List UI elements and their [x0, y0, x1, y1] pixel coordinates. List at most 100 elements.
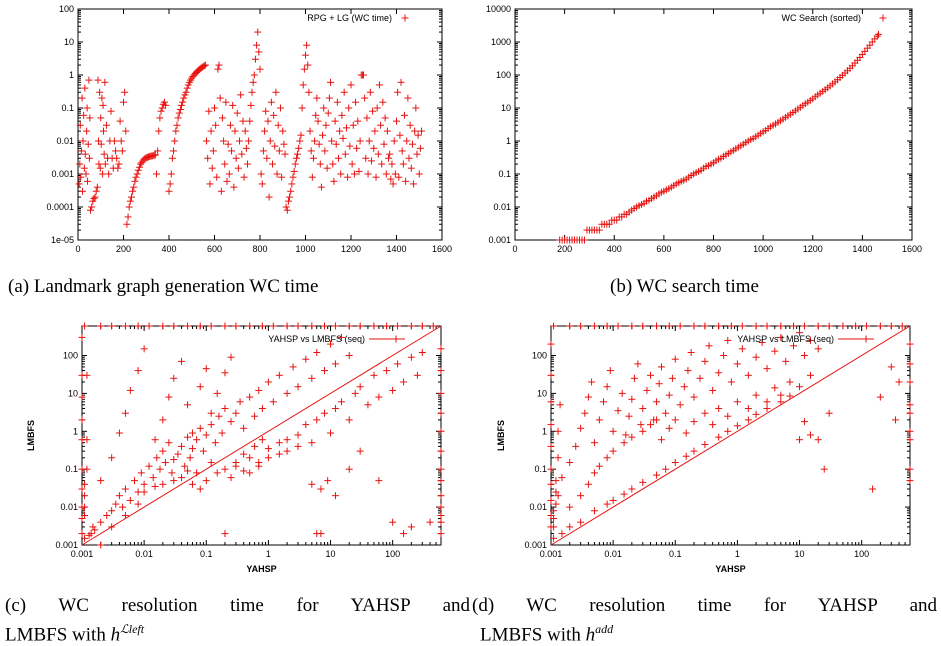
chart-a-point	[298, 104, 306, 112]
chart-a-point	[83, 104, 91, 112]
chart-a-point	[208, 164, 216, 172]
chart-c-point	[275, 439, 283, 447]
chart-d-caption-w3: for	[763, 595, 786, 616]
chart-b-caption-label: (b)	[610, 276, 633, 297]
chart-c-point	[407, 353, 415, 361]
chart-a-point	[215, 61, 223, 69]
chart-a-point	[99, 127, 107, 135]
chart-a-point	[380, 140, 388, 148]
chart-d-xtick-label: 0.01	[604, 549, 622, 559]
chart-d-point	[620, 490, 628, 498]
chart-a-point	[331, 117, 339, 125]
chart-a-point	[80, 164, 88, 172]
chart-a-point	[80, 111, 88, 119]
chart-d-point	[906, 401, 914, 409]
chart-a-xtick-label: 1400	[386, 244, 406, 254]
chart-b-xtick-label: 200	[557, 244, 572, 254]
chart-c-point	[121, 322, 129, 330]
chart-d-point	[796, 436, 804, 444]
chart-a-point	[127, 193, 135, 201]
chart-d-point	[806, 336, 814, 344]
chart-d-point	[701, 409, 709, 417]
chart-a-point	[82, 170, 90, 178]
chart-a-point	[257, 170, 265, 178]
chart-d-point	[839, 322, 847, 330]
chart-a-point	[131, 177, 139, 185]
chart-a-point	[258, 180, 266, 188]
chart-c-point	[269, 398, 277, 406]
chart-c-point	[170, 477, 178, 485]
chart-b-panel: 0.001 0.01 0.1 1 10 100 1000 10000 0 200 400 600 800…	[470, 0, 941, 260]
chart-a-point	[290, 167, 298, 175]
chart-c-point	[112, 500, 120, 508]
chart-d-point	[800, 322, 808, 330]
chart-c-point	[213, 389, 221, 397]
chart-d-point	[690, 418, 698, 426]
chart-a-point	[329, 160, 337, 168]
chart-d-point	[680, 383, 688, 391]
chart-d-ytick-label: 10	[537, 388, 547, 398]
chart-a-point	[377, 121, 385, 129]
chart-a-point	[240, 173, 248, 181]
chart-d-point	[566, 523, 574, 531]
chart-d-point	[653, 398, 661, 406]
chart-c-point	[264, 378, 272, 386]
chart-a-point	[102, 121, 110, 129]
chart-d-point	[715, 404, 723, 412]
chart-b-legend-label: WC Search (sorted)	[781, 13, 861, 23]
chart-a-point	[344, 173, 352, 181]
chart-d-point	[603, 383, 611, 391]
chart-a-point	[327, 78, 335, 86]
chart-c-point	[437, 465, 445, 473]
chart-b-svg: 0.001 0.01 0.1 1 10 100 1000 10000 0 200 400 600 800…	[486, 4, 922, 254]
chart-a-point	[151, 151, 159, 159]
chart-d-caption-w4: YAHSP	[817, 595, 878, 616]
chart-c-point	[418, 322, 426, 330]
chart-c-point	[170, 456, 178, 464]
chart-a-point	[212, 121, 220, 129]
chart-d-svg: 0.001 0.01 0.1 1 10 100 0.001 0.01 0.1 1 10 100 YAHS…	[496, 322, 914, 574]
chart-a-point	[179, 98, 187, 106]
chart-d-point	[628, 485, 636, 493]
chart-c-point	[202, 477, 210, 485]
chart-c-point	[97, 541, 105, 549]
chart-a-point	[166, 180, 174, 188]
chart-c-point	[115, 429, 123, 437]
chart-d-point	[814, 345, 822, 353]
chart-d-point	[752, 410, 760, 418]
chart-a-point	[204, 154, 212, 162]
chart-d-point	[777, 333, 785, 341]
chart-c-point	[275, 371, 283, 379]
chart-a-point	[341, 150, 349, 158]
chart-a-point	[90, 195, 98, 203]
chart-c-point	[437, 345, 445, 353]
chart-c-point	[221, 369, 229, 377]
chart-d-point	[590, 507, 598, 515]
chart-a-point	[201, 61, 209, 69]
chart-a-point	[168, 154, 176, 162]
chart-a-point	[96, 88, 104, 96]
chart-c-point	[140, 345, 148, 353]
chart-c-point	[345, 351, 353, 359]
chart-d-point	[547, 523, 555, 531]
chart-c-point	[251, 412, 259, 420]
chart-a-point	[287, 187, 295, 195]
chart-a-point	[87, 206, 95, 214]
chart-a-point	[249, 78, 257, 86]
chart-b-point	[605, 220, 613, 228]
chart-c-point	[78, 371, 86, 379]
chart-c-point	[108, 322, 116, 330]
chart-d-point	[790, 322, 798, 330]
chart-d-point	[906, 378, 914, 386]
chart-a-point	[365, 137, 373, 145]
chart-a-point	[231, 127, 239, 135]
chart-c-point	[137, 469, 145, 477]
chart-c-point	[78, 485, 86, 493]
chart-c-point	[375, 477, 383, 485]
chart-a-point	[173, 121, 181, 129]
chart-a-point	[291, 160, 299, 168]
chart-a-point	[239, 117, 247, 125]
chart-d-point	[556, 401, 564, 409]
chart-d-point	[724, 427, 732, 435]
chart-d-point	[547, 496, 555, 504]
